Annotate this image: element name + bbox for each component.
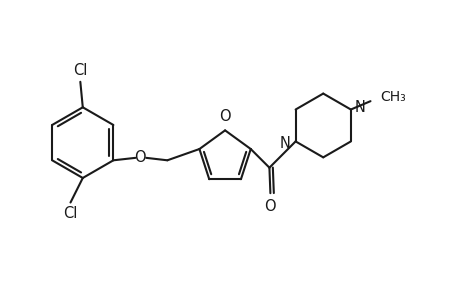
Text: Cl: Cl bbox=[63, 206, 78, 221]
Text: O: O bbox=[134, 150, 146, 165]
Text: O: O bbox=[264, 199, 275, 214]
Text: O: O bbox=[219, 109, 230, 124]
Text: Cl: Cl bbox=[73, 63, 87, 78]
Text: N: N bbox=[354, 100, 365, 115]
Text: CH₃: CH₃ bbox=[380, 90, 405, 104]
Text: N: N bbox=[279, 136, 290, 152]
